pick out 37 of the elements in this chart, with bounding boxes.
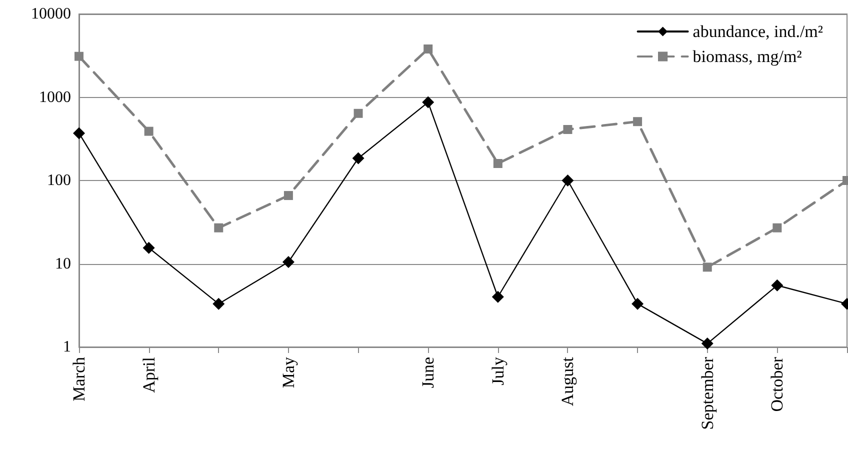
point xyxy=(563,124,572,134)
point xyxy=(282,256,294,268)
legend-label: biomass, mg/m² xyxy=(692,47,802,66)
x-tick-label: October xyxy=(768,356,787,412)
point xyxy=(632,298,644,310)
y-tick-label: 100 xyxy=(47,172,71,189)
point xyxy=(422,96,434,108)
x-tick-label: September xyxy=(698,356,717,430)
point xyxy=(144,126,154,136)
x-tick-label: July xyxy=(488,356,508,386)
point xyxy=(701,338,714,350)
point xyxy=(214,223,224,232)
point xyxy=(73,127,85,140)
y-tick-label: 1000 xyxy=(39,88,71,106)
x-tick-label: March xyxy=(70,356,88,402)
point xyxy=(424,44,433,54)
point xyxy=(702,262,712,272)
point xyxy=(142,242,155,254)
x-tick-label: June xyxy=(418,357,438,388)
x-tick-label: May xyxy=(278,356,298,388)
point xyxy=(354,108,363,118)
y-tick-label: 10000 xyxy=(31,6,71,22)
x-tick-label: August xyxy=(558,356,578,406)
point xyxy=(74,52,84,61)
point xyxy=(771,279,784,292)
y-tick-label: 10 xyxy=(55,255,71,272)
y-tick-label: 1 xyxy=(63,338,71,356)
point xyxy=(493,159,502,168)
point xyxy=(633,117,642,126)
point xyxy=(772,223,782,232)
x-tick-label: April xyxy=(139,356,158,393)
point xyxy=(212,298,225,310)
point xyxy=(492,290,504,303)
legend-label: abundance, ind./m² xyxy=(692,22,824,41)
point xyxy=(284,191,293,200)
point xyxy=(562,174,574,186)
point xyxy=(352,152,364,164)
